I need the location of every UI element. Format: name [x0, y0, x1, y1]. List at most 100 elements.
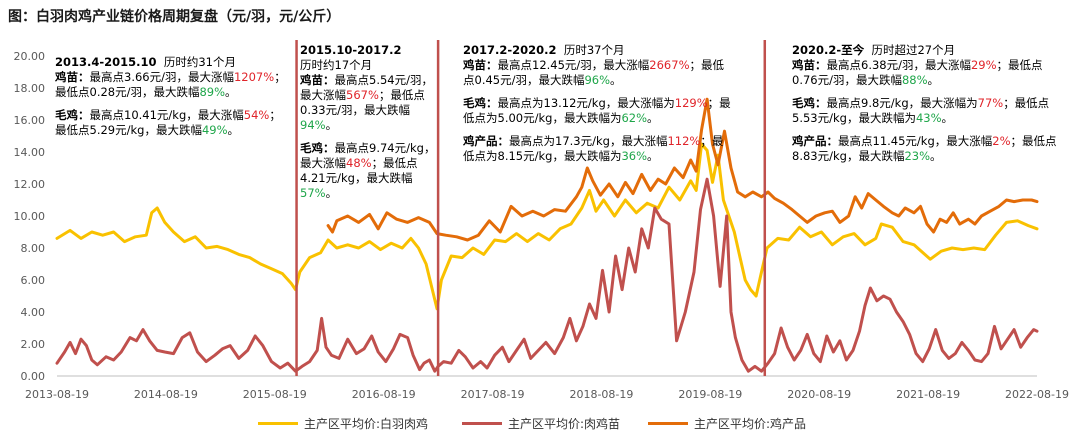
- cycle4-product-fall: 23%: [904, 149, 931, 163]
- x-tick-label: 2013-08-19: [25, 388, 89, 401]
- cycle3-broiler-fall: 62%: [621, 111, 648, 125]
- y-tick-label: 14.00: [14, 146, 46, 159]
- cycle3-product-label: 鸡产品：: [463, 134, 509, 148]
- axis-layer: 0.00 2.00 4.00 6.00 8.00 10.00 12.00 14.00 16.00…: [14, 50, 1069, 401]
- cycle2-chick-rise: 567%: [346, 88, 379, 102]
- cycle3-chick-rise: 2667%: [649, 58, 690, 72]
- cycle3-product-end: 。: [647, 149, 659, 163]
- cycle1-chick-a: 最高点3.66元/羽，最大涨幅: [89, 70, 234, 84]
- cycle1-broiler-fall: 49%: [201, 123, 228, 137]
- legend-swatch-broiler: [258, 422, 298, 425]
- cycle3-broiler-label: 毛鸡：: [463, 96, 498, 110]
- cycle2-chick-a: 最高点5.54元/羽，最大涨幅: [300, 73, 433, 102]
- chart-legend: 主产区平均价:白羽肉鸡 主产区平均价:肉鸡苗 主产区平均价:鸡产品: [0, 410, 1080, 434]
- cycle4-product-b: ；最低点8.83元/kg，最大跌幅: [792, 134, 1057, 163]
- y-tick-label: 8.00: [21, 242, 46, 255]
- cycle2-chick-end: 。: [325, 118, 338, 132]
- y-tick-label: 4.00: [21, 306, 46, 319]
- cycle1-chick-b: ；最低点0.28元/羽，最大跌幅: [55, 70, 286, 99]
- y-tick-label: 6.00: [21, 274, 46, 287]
- cycle4-chick-a: 最高点6.38元/羽，最大涨幅: [826, 58, 971, 72]
- x-tick-label: 2019-08-19: [678, 388, 742, 401]
- series-line-chick: [55, 177, 1039, 373]
- cycle3-broiler-rise: 129%: [674, 96, 708, 110]
- cycle2-broiler-fall: 57%: [300, 186, 326, 200]
- cycle3-annotation: 2017.2-2020.2 历时37个月 鸡苗：最高点12.45元/羽，最大涨幅…: [463, 43, 733, 164]
- cycle3-chick-a: 最高点12.45元/羽，最大涨幅: [497, 58, 650, 72]
- legend-swatch-chick: [462, 422, 502, 425]
- x-tick-label: 2016-08-19: [352, 388, 416, 401]
- cycle4-broiler-end: 。: [941, 111, 954, 125]
- x-tick-label: 2020-08-19: [787, 388, 851, 401]
- cycle3-broiler-b: ；最低点为5.00元/kg，最大跌幅为: [463, 96, 731, 125]
- cycle2-broiler-b: ；最低点4.21元/kg，最大跌幅: [300, 156, 418, 185]
- cycle1-header: 2013.4-2015.10: [55, 55, 157, 69]
- y-tick-label: 2.00: [21, 338, 46, 351]
- cycle2-broiler-end: 。: [325, 186, 338, 200]
- series-line-broiler: [55, 142, 1039, 311]
- line-chart: 0.00 2.00 4.00 6.00 8.00 10.00 12.00 14.00 16.00…: [14, 40, 1069, 401]
- legend-item-chick: 主产区平均价:肉鸡苗: [462, 415, 620, 432]
- legend-label-broiler: 主产区平均价:白羽肉鸡: [304, 417, 429, 431]
- cycle1-broiler-b: ；最低点5.29元/kg，最大跌幅: [55, 108, 281, 137]
- cycle4-chick-end: 。: [927, 73, 940, 87]
- cycle2-broiler-a: 最高点9.74元/kg，最大涨幅: [300, 141, 436, 170]
- legend-item-broiler: 主产区平均价:白羽肉鸡: [258, 415, 428, 432]
- x-tick-label: 2018-08-19: [569, 388, 633, 401]
- legend-label-chick: 主产区平均价:肉鸡苗: [508, 417, 621, 431]
- legend-item-product: 主产区平均价:鸡产品: [648, 415, 806, 432]
- cycle3-header: 2017.2-2020.2: [463, 43, 557, 57]
- cycle3-product-fall: 36%: [621, 149, 648, 163]
- cycle4-chick-rise: 29%: [970, 58, 997, 72]
- y-tick-label: 0.00: [21, 370, 46, 383]
- x-tick-label: 2022-08-19: [1005, 388, 1069, 401]
- cycle4-period: 历时超过27个月: [871, 43, 956, 57]
- cycle1-chick-fall: 89%: [199, 85, 226, 99]
- cycle1-period: 历时约31个月: [163, 55, 236, 69]
- cycle1-chick-label: 鸡苗：: [55, 70, 90, 84]
- x-tick-label: 2015-08-19: [243, 388, 307, 401]
- cycle4-product-label: 鸡产品：: [792, 134, 838, 148]
- cycle4-header: 2020.2-至今: [792, 43, 865, 57]
- cycle2-annotation: 2015.10-2017.2 历时约17个月 鸡苗：最高点5.54元/羽，最大涨…: [300, 43, 438, 201]
- cycle4-chick-label: 鸡苗：: [792, 58, 827, 72]
- cycle4-chick-fall: 88%: [901, 73, 928, 87]
- cycle4-broiler-rise: 77%: [977, 96, 1004, 110]
- cycle3-product-a: 最高点为17.3元/kg，最大涨幅: [509, 134, 668, 148]
- cycle4-broiler-a: 最高点9.8元/kg，最大涨幅为: [826, 96, 978, 110]
- cycle1-broiler-a: 最高点10.41元/kg，最大涨幅: [89, 108, 244, 122]
- cycle1-broiler-end: 。: [227, 123, 240, 137]
- y-tick-label: 10.00: [14, 210, 46, 223]
- cycle4-broiler-fall: 43%: [915, 111, 942, 125]
- cycle1-annotation: 2013.4-2015.10 历时约31个月 鸡苗：最高点3.66元/羽，最大涨…: [55, 55, 287, 138]
- cycle1-broiler-rise: 54%: [243, 108, 270, 122]
- cycle4-annotation: 2020.2-至今 历时超过27个月 鸡苗：最高点6.38元/羽，最大涨幅29%…: [792, 43, 1062, 164]
- cycle4-product-rise: 2%: [992, 134, 1011, 148]
- cycle4-broiler-label: 毛鸡：: [792, 96, 827, 110]
- cycle2-broiler-label: 毛鸡：: [300, 141, 335, 155]
- cycle3-period: 历时37个月: [563, 43, 625, 57]
- cycle2-period: 历时约17个月: [300, 58, 373, 72]
- cycle4-product-end: 。: [930, 149, 942, 163]
- x-tick-label: 2014-08-19: [134, 388, 198, 401]
- series-line-product: [326, 97, 1039, 242]
- legend-label-product: 主产区平均价:鸡产品: [694, 417, 807, 431]
- cycle3-chick-label: 鸡苗：: [463, 58, 498, 72]
- cycle3-chick-end: 。: [610, 73, 622, 87]
- cycle1-broiler-label: 毛鸡：: [55, 108, 90, 122]
- y-tick-label: 16.00: [14, 114, 46, 127]
- divider-layer: [295, 40, 767, 376]
- x-tick-label: 2021-08-19: [896, 388, 960, 401]
- cycle2-header: 2015.10-2017.2: [300, 43, 402, 57]
- x-tick-label: 2017-08-19: [461, 388, 525, 401]
- y-tick-label: 18.00: [14, 82, 46, 95]
- cycle1-chick-end: 。: [225, 85, 237, 99]
- cycle3-chick-fall: 96%: [584, 73, 611, 87]
- cycle3-chick-b: ；最低点0.45元/羽，最大跌幅: [463, 58, 724, 87]
- y-tick-label: 12.00: [14, 178, 46, 191]
- cycle4-chick-b: ；最低点0.76元/羽，最大跌幅: [792, 58, 1043, 87]
- cycle2-broiler-rise: 48%: [346, 156, 372, 170]
- chart-title: 图：白羽肉鸡产业链价格周期复盘（元/羽，元/公斤）: [8, 9, 341, 25]
- cycle2-chick-label: 鸡苗：: [300, 73, 335, 87]
- cycle2-chick-b: ；最低点0.33元/羽，最大跌幅: [300, 88, 425, 117]
